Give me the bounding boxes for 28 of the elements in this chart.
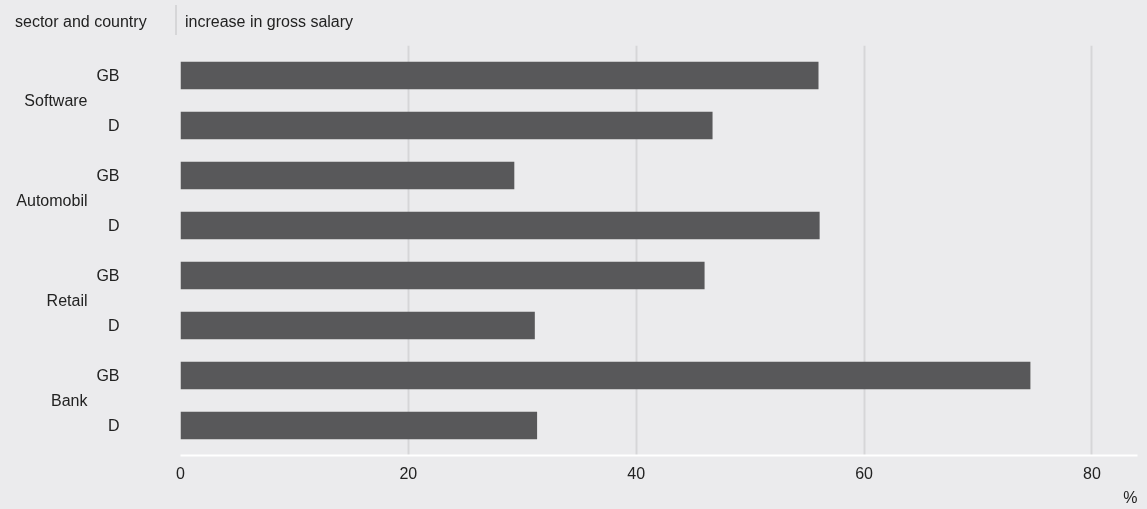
- text: Retail: [46, 292, 88, 309]
- x-tick-label: 0: [176, 464, 186, 482]
- text: Software: [24, 92, 88, 109]
- x-tick-label: 20: [399, 464, 418, 482]
- y-tick-label: GB: [96, 367, 120, 384]
- text: Automobil: [16, 192, 88, 209]
- bar: [180, 411, 538, 440]
- x-axis-title: %: [1123, 488, 1138, 506]
- bar: [180, 361, 1031, 390]
- bar: [180, 111, 713, 140]
- bar: [180, 311, 535, 340]
- y-tick-label: GB: [96, 267, 120, 284]
- y-tick-label: D: [107, 217, 120, 234]
- chart-title: increase in gross salary: [185, 12, 354, 32]
- y-axis-title: sector and country: [15, 12, 147, 32]
- y-tick-label: D: [107, 417, 120, 434]
- x-tick-label: 60: [855, 464, 874, 482]
- y-tick-label: D: [107, 117, 120, 134]
- y-tick-label: GB: [96, 67, 120, 84]
- text: Bank: [51, 392, 89, 409]
- bar: [180, 161, 515, 190]
- y-tick-label: D: [107, 317, 120, 334]
- x-tick-label: 80: [1083, 464, 1101, 482]
- bar: [180, 261, 705, 290]
- x-tick-label: 40: [627, 464, 646, 482]
- y-tick-label: GB: [96, 167, 120, 184]
- bar: [180, 211, 820, 240]
- bar: [180, 61, 819, 90]
